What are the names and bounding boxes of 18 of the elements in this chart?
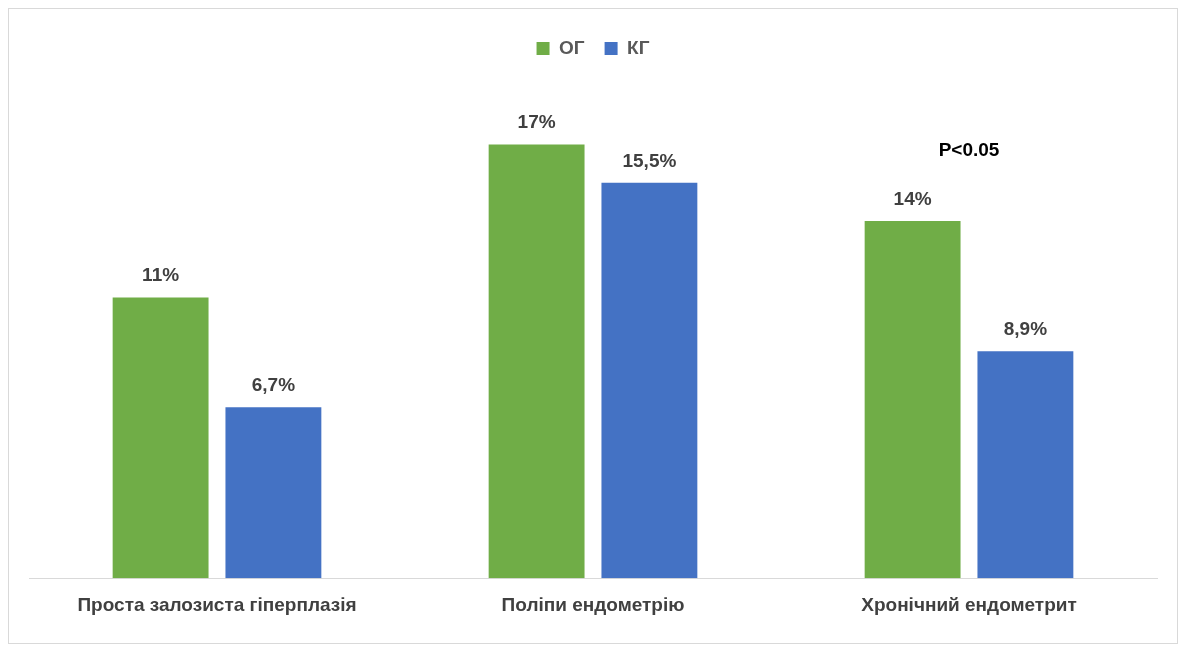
bar <box>488 144 585 579</box>
annotation: P<0.05 <box>938 138 1000 160</box>
bar <box>112 297 209 579</box>
x-tick-label: Проста залозиста гіперплазія <box>77 593 357 615</box>
bar <box>225 407 322 579</box>
legend-label: КГ <box>627 36 650 58</box>
data-label: 6,7% <box>251 374 296 396</box>
legend-label: ОГ <box>559 36 585 58</box>
data-label: 8,9% <box>1003 317 1048 339</box>
data-label: 14% <box>893 187 932 209</box>
data-label: 11% <box>142 264 180 286</box>
data-label: 15,5% <box>622 149 677 171</box>
x-tick-label: Поліпи ендометрію <box>501 593 685 615</box>
x-tick-label: Хронічний ендометрит <box>861 593 1077 615</box>
bar <box>601 182 698 579</box>
bar <box>864 221 961 579</box>
data-label: 17% <box>517 111 556 133</box>
bar <box>977 351 1074 579</box>
